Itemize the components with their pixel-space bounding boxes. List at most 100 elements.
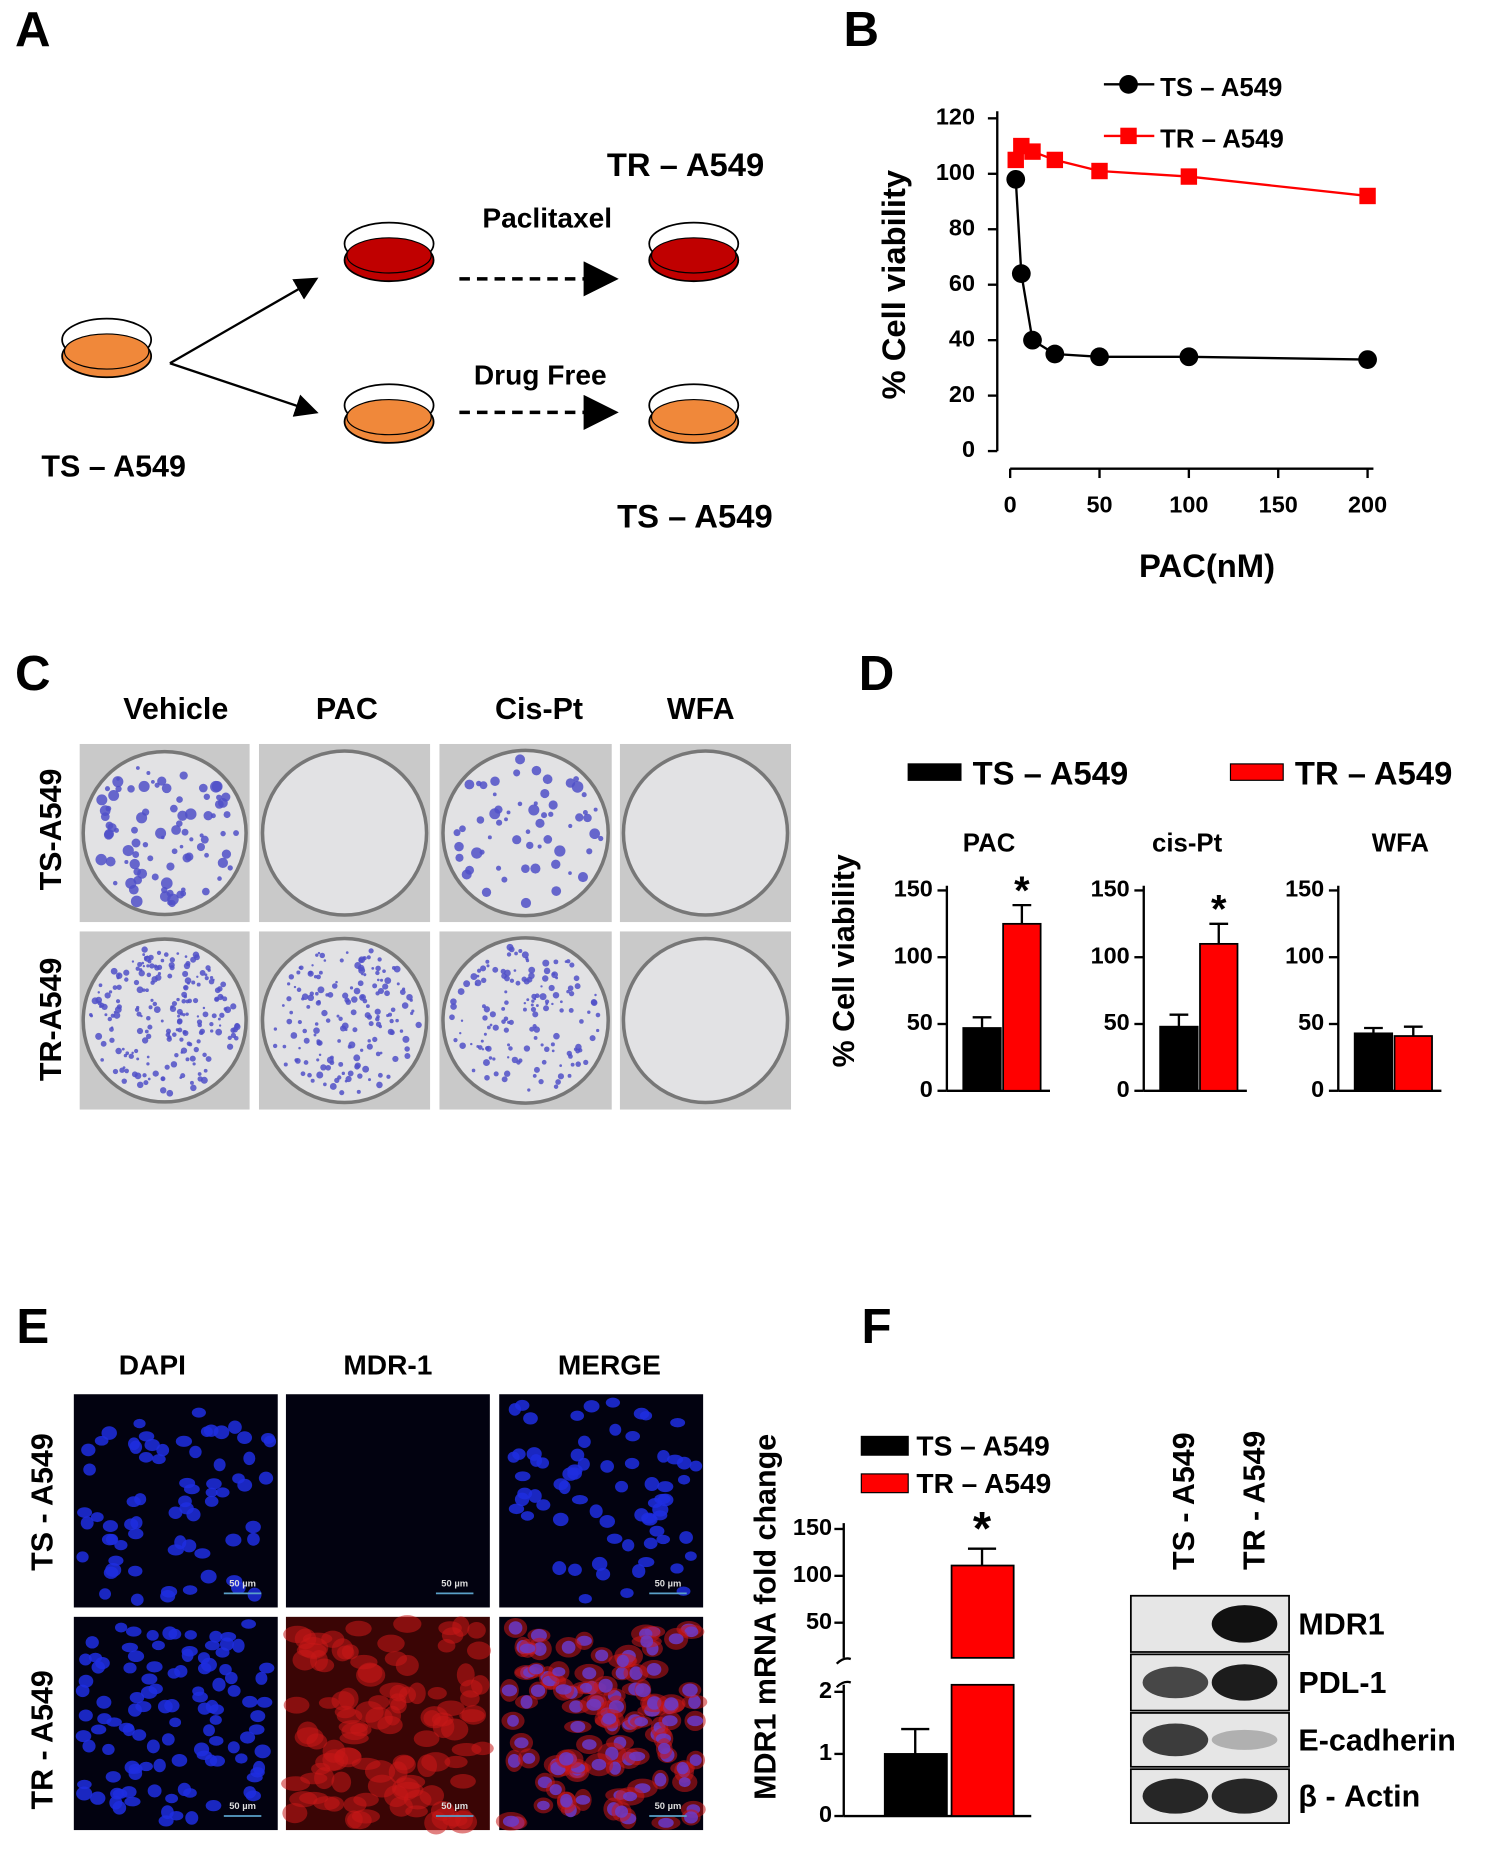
nucleus <box>689 1460 703 1472</box>
colony <box>293 985 297 989</box>
marker <box>1007 151 1024 169</box>
colony <box>568 1007 574 1013</box>
colony <box>573 975 580 982</box>
colony <box>527 1088 531 1092</box>
colony <box>155 974 162 981</box>
colony <box>189 1055 196 1062</box>
colony <box>109 1037 115 1043</box>
panel-letter: B <box>844 2 880 57</box>
micrograph <box>285 1394 490 1608</box>
colony <box>138 970 145 977</box>
nucleus <box>507 1754 521 1768</box>
colony <box>515 754 526 765</box>
colony <box>103 830 114 840</box>
colony <box>531 999 535 1003</box>
colony <box>485 959 490 964</box>
stain <box>450 1774 476 1789</box>
colony <box>357 980 364 987</box>
colony <box>356 1089 361 1094</box>
colony <box>525 958 530 963</box>
label: PAC <box>316 692 378 726</box>
nucleus <box>639 1410 653 1421</box>
colony <box>521 864 530 874</box>
colony <box>366 955 371 960</box>
colony <box>363 973 367 977</box>
nucleus <box>258 1471 274 1485</box>
colony <box>169 804 178 813</box>
colony <box>129 858 140 870</box>
nucleus <box>85 1636 99 1649</box>
colony <box>202 1011 209 1018</box>
colony <box>183 984 189 991</box>
nucleus <box>568 1563 582 1576</box>
nucleus <box>657 1450 670 1463</box>
colony <box>566 1050 572 1057</box>
colony <box>379 978 384 982</box>
colony <box>474 983 478 986</box>
legend-label: TR – A549 <box>1295 754 1452 791</box>
colony <box>171 825 181 835</box>
blot-band <box>1211 1605 1278 1643</box>
colony <box>482 1059 490 1067</box>
colony <box>479 849 485 855</box>
colony <box>112 880 118 886</box>
colony <box>449 1014 455 1021</box>
colony <box>508 1046 513 1051</box>
nucleus <box>515 1399 530 1411</box>
colony <box>481 977 487 983</box>
nucleus <box>146 1630 159 1641</box>
nucleus <box>200 1426 213 1437</box>
colony <box>372 1036 378 1043</box>
nucleus <box>209 1715 222 1725</box>
colony <box>185 808 197 820</box>
colony <box>479 781 488 790</box>
colony <box>122 844 134 857</box>
colony <box>559 1008 564 1013</box>
nucleus <box>248 1724 265 1735</box>
nucleus <box>664 1697 679 1711</box>
label: MDR-1 <box>343 1350 432 1381</box>
stain <box>324 1796 345 1812</box>
colony <box>298 1046 301 1050</box>
nucleus <box>189 1445 202 1459</box>
colony <box>565 778 576 788</box>
colony <box>150 779 155 784</box>
label: Vehicle <box>123 692 228 726</box>
colony <box>595 1012 601 1018</box>
colony <box>320 1064 327 1071</box>
colony <box>217 1017 221 1021</box>
nucleus <box>228 1420 242 1434</box>
nucleus <box>102 1520 118 1533</box>
scale-bar-label: 50 µm <box>441 1579 468 1589</box>
colony <box>376 978 380 982</box>
colony <box>375 1051 381 1057</box>
blot-band <box>1211 1664 1278 1701</box>
colony <box>544 999 550 1004</box>
nucleus <box>520 1695 533 1709</box>
colony <box>395 1018 399 1023</box>
colony <box>582 809 588 815</box>
nucleus <box>213 1458 226 1472</box>
row-label: TR-A549 <box>34 958 68 1082</box>
colony <box>307 994 315 1002</box>
colony <box>347 1070 354 1077</box>
nucleus <box>598 1678 613 1693</box>
nucleus <box>502 1815 520 1827</box>
colony <box>555 976 559 980</box>
colony <box>376 1081 383 1089</box>
colony <box>281 1004 285 1007</box>
nucleus <box>76 1786 93 1801</box>
nucleus <box>209 1630 223 1643</box>
stain <box>471 1741 494 1756</box>
colony <box>517 801 523 807</box>
colony <box>553 959 559 965</box>
stain <box>467 1621 486 1639</box>
nucleus <box>225 1533 242 1547</box>
colony <box>552 991 560 999</box>
nucleus <box>179 1477 196 1489</box>
colony <box>548 800 558 810</box>
marker <box>1006 169 1026 189</box>
label: WFA <box>667 692 735 726</box>
y-tick-label: 50 <box>1298 1009 1324 1035</box>
nucleus <box>132 1729 147 1741</box>
